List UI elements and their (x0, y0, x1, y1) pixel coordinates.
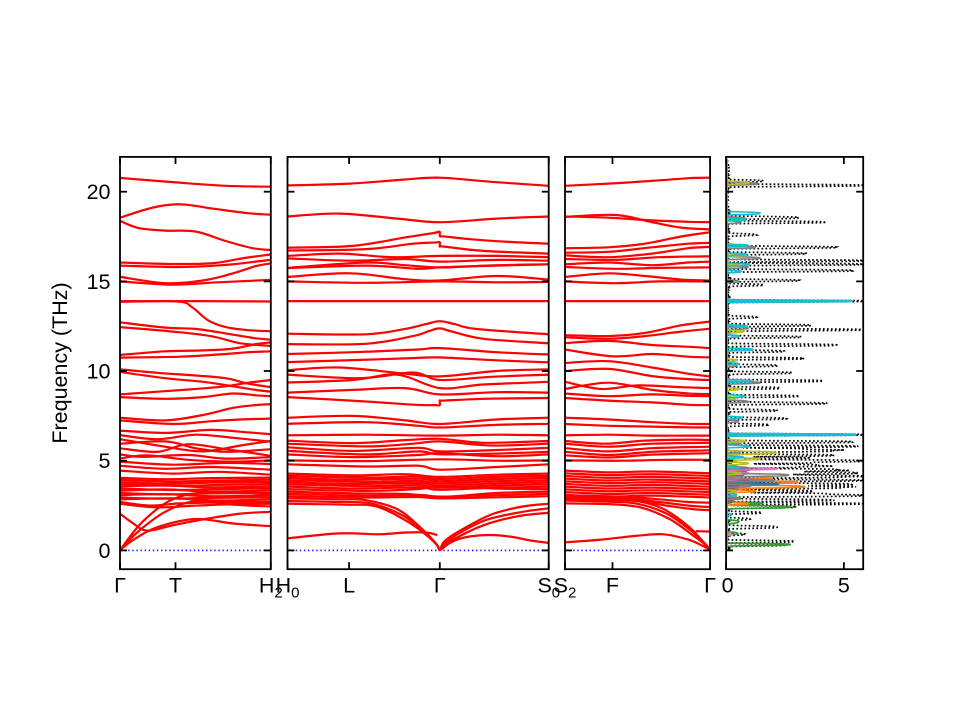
svg-text:H0: H0 (276, 573, 300, 601)
svg-text:Γ: Γ (114, 573, 126, 597)
svg-text:0: 0 (99, 539, 111, 563)
svg-text:T: T (169, 573, 182, 597)
svg-text:S2: S2 (554, 573, 577, 601)
svg-text:F: F (606, 573, 619, 597)
svg-text:Frequency (THz): Frequency (THz) (48, 282, 72, 443)
svg-text:Γ: Γ (704, 573, 716, 597)
svg-text:10: 10 (87, 360, 111, 384)
svg-text:S0: S0 (537, 573, 560, 601)
svg-text:H2: H2 (259, 573, 283, 601)
svg-text:Γ: Γ (434, 573, 446, 597)
svg-text:5: 5 (838, 573, 850, 597)
svg-text:5: 5 (99, 449, 111, 473)
svg-text:0: 0 (722, 573, 734, 597)
svg-text:L: L (343, 573, 355, 597)
svg-text:20: 20 (87, 180, 111, 204)
svg-text:15: 15 (87, 270, 111, 294)
